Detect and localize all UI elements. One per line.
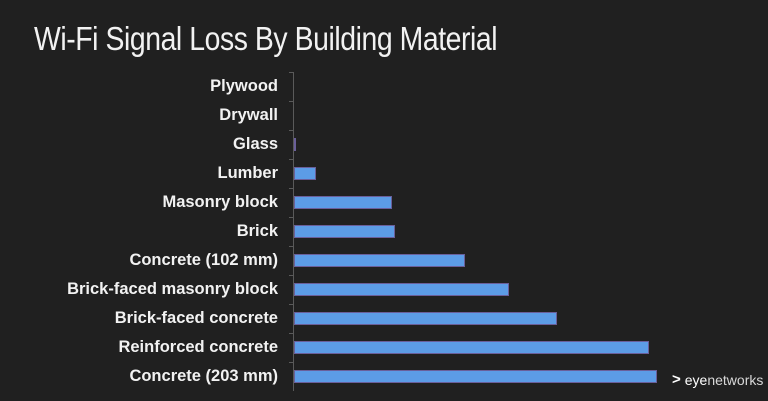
y-axis <box>293 72 294 391</box>
category-label: Brick <box>236 222 278 240</box>
bar-row: Lumber <box>0 159 768 188</box>
bar <box>294 283 509 296</box>
bar-row: Drywall <box>0 101 768 130</box>
category-label: Glass <box>233 135 278 153</box>
bar <box>294 312 557 325</box>
brand-suffix: networks <box>707 371 764 388</box>
bar <box>294 167 316 180</box>
chevron-right-icon: > <box>672 371 681 388</box>
bar <box>294 225 395 238</box>
bar-row: Plywood <box>0 72 768 101</box>
bar <box>294 196 392 209</box>
chart-title: Wi-Fi Signal Loss By Building Material <box>34 20 498 57</box>
category-label: Drywall <box>219 106 278 124</box>
axis-tick <box>289 275 293 276</box>
axis-tick <box>289 333 293 334</box>
bar-row: Concrete (102 mm) <box>0 246 768 275</box>
bar-row: Concrete (203 mm) <box>0 362 768 391</box>
axis-tick <box>289 72 293 73</box>
axis-tick <box>289 304 293 305</box>
axis-tick <box>289 217 293 218</box>
bar <box>294 341 649 354</box>
bar-row: Brick <box>0 217 768 246</box>
bar-row: Brick-faced masonry block <box>0 275 768 304</box>
category-label: Reinforced concrete <box>118 338 278 356</box>
axis-tick <box>289 246 293 247</box>
category-label: Concrete (203 mm) <box>129 367 278 385</box>
category-label: Brick-faced concrete <box>114 309 278 327</box>
axis-tick <box>289 188 293 189</box>
category-label: Concrete (102 mm) <box>129 251 278 269</box>
bar <box>294 138 296 151</box>
bar-row: Reinforced concrete <box>0 333 768 362</box>
brand-logo: > eye networks <box>672 371 763 388</box>
axis-tick <box>289 130 293 131</box>
axis-tick <box>289 159 293 160</box>
bar-row: Brick-faced concrete <box>0 304 768 333</box>
category-label: Brick-faced masonry block <box>67 280 278 298</box>
bar <box>294 254 465 267</box>
axis-tick <box>289 101 293 102</box>
bar-row: Glass <box>0 130 768 159</box>
category-label: Plywood <box>210 77 278 95</box>
category-label: Masonry block <box>162 193 278 211</box>
axis-tick <box>289 362 293 363</box>
bar <box>294 370 657 383</box>
brand-prefix: eye <box>684 371 708 388</box>
bar-row: Masonry block <box>0 188 768 217</box>
category-label: Lumber <box>217 164 278 182</box>
